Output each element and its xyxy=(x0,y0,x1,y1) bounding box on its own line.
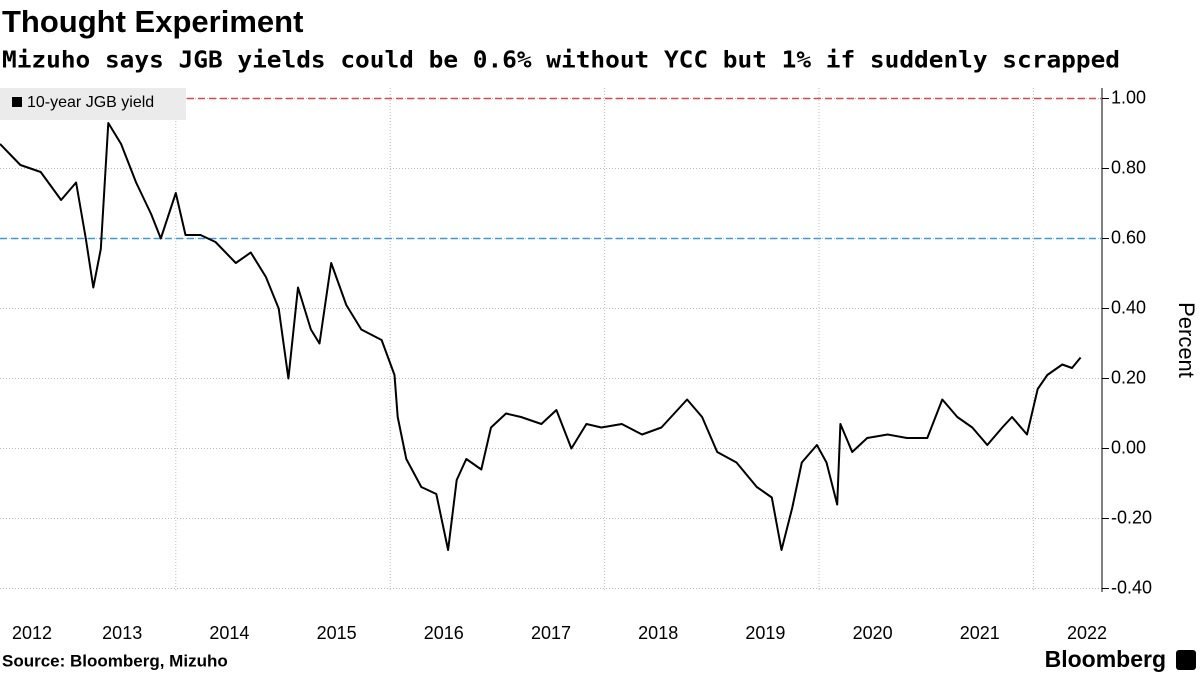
x-tick-label: 2013 xyxy=(102,623,142,643)
legend-swatch xyxy=(12,97,22,107)
y-axis-label: Percent xyxy=(1174,302,1199,378)
series-line xyxy=(0,122,1082,551)
x-tick-label: 2015 xyxy=(317,623,357,643)
brand: Bloomberg xyxy=(1045,646,1166,672)
x-tick-label: 2019 xyxy=(745,623,785,643)
y-tick-label: -0.20 xyxy=(1111,507,1152,527)
x-tick-label: 2021 xyxy=(960,623,1000,643)
source: Source: Bloomberg, Mizuho xyxy=(2,651,228,670)
x-tick-label: 2017 xyxy=(531,623,571,643)
y-tick-label: 0.40 xyxy=(1111,297,1146,317)
x-tick-label: 2020 xyxy=(853,623,893,643)
y-tick-label: -0.40 xyxy=(1111,577,1152,597)
y-tick-label: 0.20 xyxy=(1111,367,1146,387)
x-tick-label: 2012 xyxy=(12,623,52,643)
x-tick-label: 2014 xyxy=(209,623,249,643)
legend-label: 10-year JGB yield xyxy=(27,94,154,111)
x-tick-label: 2016 xyxy=(424,623,464,643)
y-tick-label: 0.80 xyxy=(1111,157,1146,177)
chart-subtitle: Mizuho says JGB yields could be 0.6% wit… xyxy=(2,48,1120,74)
x-tick-label: 2018 xyxy=(638,623,678,643)
x-tick-label: 2022 xyxy=(1067,623,1107,643)
y-tick-label: 0.60 xyxy=(1111,227,1146,247)
chart-title: Thought Experiment xyxy=(2,4,303,39)
brand-icon xyxy=(1176,650,1196,670)
y-tick-label: 0.00 xyxy=(1111,437,1146,457)
legend-box xyxy=(0,88,186,120)
y-tick-label: 1.00 xyxy=(1111,87,1146,107)
